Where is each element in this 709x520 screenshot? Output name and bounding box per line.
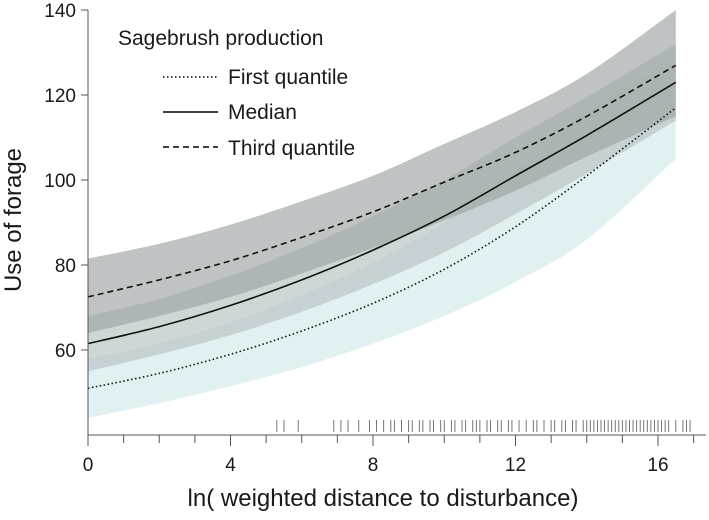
series-line-median	[87, 81, 677, 345]
legend: Sagebrush production First quantile Medi…	[118, 27, 355, 160]
x-tick-label-0: 0	[83, 455, 94, 476]
y-tick-label-60: 60	[55, 341, 76, 362]
series-line-first-quantile	[87, 107, 677, 390]
legend-label-median: Median	[228, 101, 297, 124]
series-line-third-quantile	[87, 64, 677, 298]
y-axis-label: Use of forage	[0, 148, 27, 292]
confidence-bands	[88, 10, 676, 419]
y-tick-label-100: 100	[44, 171, 76, 192]
x-tick-label-16: 16	[647, 455, 668, 476]
x-tick-label-12: 12	[505, 455, 526, 476]
x-tick-label-4: 4	[225, 455, 236, 476]
axes: 60 80 100 120 140 0 4 8 12 16	[44, 1, 706, 476]
legend-label-third-quantile: Third quantile	[228, 137, 355, 160]
band-third-quantile	[88, 10, 676, 333]
x-axis-label: ln( weighted distance to disturbance)	[188, 485, 579, 512]
x-tick-label-8: 8	[368, 455, 379, 476]
legend-label-first-quantile: First quantile	[228, 66, 348, 89]
y-tick-label-120: 120	[44, 86, 76, 107]
y-tick-label-140: 140	[44, 1, 76, 22]
legend-title: Sagebrush production	[118, 27, 323, 50]
rug-plot	[276, 420, 691, 432]
series-lines	[87, 64, 677, 390]
y-tick-label-80: 80	[55, 256, 76, 277]
